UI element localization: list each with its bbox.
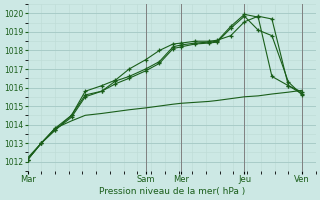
X-axis label: Pression niveau de la mer( hPa ): Pression niveau de la mer( hPa ) <box>99 187 245 196</box>
